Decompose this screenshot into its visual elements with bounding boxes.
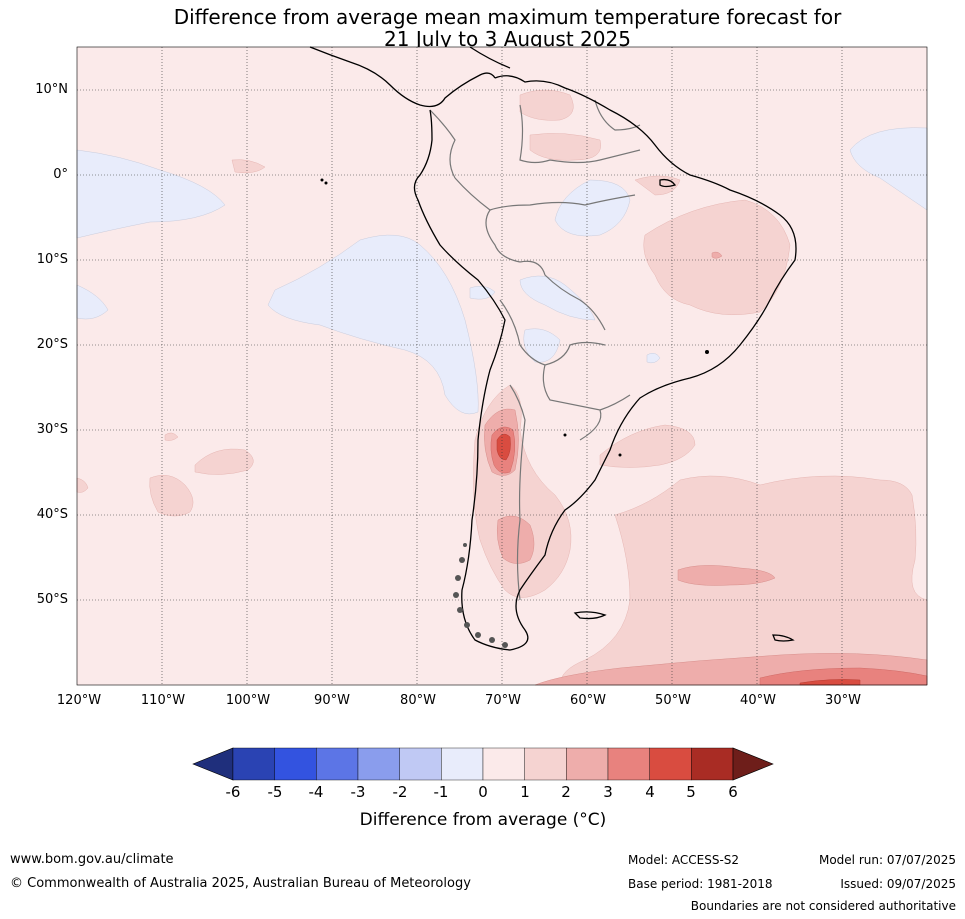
cool-area-eastern-pacific: [76, 149, 226, 239]
lon-label-50w: 50°W: [655, 693, 691, 708]
colorbar-segment: [316, 747, 359, 781]
copyright-notice: © Commonwealth of Australia 2025, Austra…: [10, 876, 471, 891]
colorbar-segment: [566, 747, 609, 781]
colorbar-segment: [274, 747, 317, 781]
lon-label-70w: 70°W: [485, 693, 521, 708]
colorbar: [192, 747, 774, 781]
warm-area-guiana: [519, 89, 574, 121]
coastline-south-america: [413, 75, 797, 651]
colorbar-tick: -4: [308, 783, 324, 801]
colorbar-segment: [357, 747, 400, 781]
warm-area-pacific-4: [164, 432, 179, 441]
coastline-marajo: [659, 178, 677, 188]
map-title-line-2: 21 July to 3 August 2025: [384, 27, 631, 51]
base-period: Base period: 1981-2018: [628, 877, 773, 891]
colorbar-segments: [192, 747, 774, 781]
colorbar-tick: 2: [561, 783, 571, 801]
warm-area-argentina: [496, 515, 535, 564]
cool-area-central: [519, 275, 596, 321]
cool-area-altiplano: [469, 285, 496, 300]
cool-area-southeast-pacific: [267, 234, 479, 415]
issued-date: Issued: 09/07/2025: [840, 877, 956, 891]
warm-area-venezuela: [529, 133, 601, 161]
lon-label-40w: 40°W: [740, 693, 776, 708]
colorbar-segment: [232, 747, 275, 781]
colorbar-tick: -6: [225, 783, 241, 801]
cool-area-atlantic-east: [849, 127, 928, 211]
lon-label-30w: 30°W: [825, 693, 861, 708]
warm-area-pacific-3: [231, 159, 266, 174]
coastline-south-georgia: [772, 634, 795, 642]
colorbar-tick: -3: [350, 783, 366, 801]
warm-area-southern-peak: [799, 679, 861, 686]
map-title-line-1: Difference from average mean maximum tem…: [173, 5, 842, 29]
cool-area-pacific-west: [76, 284, 109, 320]
coastline-falklands: [573, 611, 607, 620]
colorbar-segment: [607, 747, 650, 781]
warm-anomaly-areas-4-5: [496, 433, 861, 686]
colorbar-tick: -1: [433, 783, 449, 801]
cool-area-chaco: [523, 328, 561, 363]
lat-label-10n: 10°N: [35, 82, 68, 97]
lon-label-60w: 60°W: [570, 693, 606, 708]
warm-area-andes-peak: [496, 433, 511, 461]
colorbar-label: Difference from average (°C): [359, 810, 607, 830]
colorbar-tick: 1: [520, 783, 530, 801]
model-name: Model: ACCESS-S2: [628, 853, 740, 867]
colorbar-segment: [441, 747, 484, 781]
cool-area-amazon: [554, 179, 631, 237]
colorbar-min-arrow: [192, 747, 234, 781]
colorbar-segment: [524, 747, 567, 781]
boundaries-disclaimer: Boundaries are not considered authoritat…: [690, 899, 956, 913]
colorbar-segment: [399, 747, 442, 781]
lon-label-110w: 110°W: [140, 693, 186, 708]
lat-label-50s: 50°S: [36, 592, 68, 607]
graticule: [77, 47, 927, 685]
lon-label-100w: 100°W: [225, 693, 271, 708]
lat-label-40s: 40°S: [36, 507, 68, 522]
warm-area-brazil-spot: [711, 251, 723, 259]
lat-label-30s: 30°S: [36, 422, 68, 437]
colorbar-tick: 3: [603, 783, 613, 801]
colorbar-max-arrow: [732, 747, 774, 781]
lat-label-10s: 10°S: [36, 252, 68, 267]
lon-label-90w: 90°W: [314, 693, 350, 708]
chilean-islands: [453, 543, 508, 648]
lat-label-0: 0°: [53, 167, 68, 182]
warm-area-pacific-2: [149, 474, 194, 517]
colorbar-tick: 4: [645, 783, 655, 801]
cool-area-atlantic-small: [646, 352, 661, 364]
lat-label-20s: 20°S: [36, 337, 68, 352]
colorbar-tick: 6: [728, 783, 738, 801]
coastline-cuba: [469, 46, 511, 69]
warm-area-uruguay: [599, 424, 696, 468]
colorbar-segment: [691, 747, 734, 781]
lon-label-120w: 120°W: [56, 693, 102, 708]
forecast-map: [76, 46, 928, 686]
small-islands: [320, 178, 709, 457]
coastline-central-america: [309, 46, 496, 108]
coastlines: [309, 46, 797, 651]
warm-area-southern-strip: [759, 667, 928, 686]
colorbar-tick: -2: [392, 783, 408, 801]
cool-anomaly-areas: [76, 127, 928, 559]
colorbar-segment: [649, 747, 692, 781]
warm-area-pacific-1: [194, 448, 254, 475]
lon-label-80w: 80°W: [400, 693, 436, 708]
country-borders: [429, 99, 641, 601]
colorbar-tick: 0: [478, 783, 488, 801]
colorbar-tick: 5: [686, 783, 696, 801]
warm-area-south-atlantic-band: [677, 565, 776, 586]
colorbar-segment: [482, 747, 525, 781]
colorbar-tick: -5: [267, 783, 283, 801]
map-frame: [76, 46, 928, 686]
warm-area-pacific-5: [76, 477, 89, 493]
model-run-date: Model run: 07/07/2025: [818, 853, 956, 867]
website-link[interactable]: www.bom.gov.au/climate: [10, 852, 174, 867]
